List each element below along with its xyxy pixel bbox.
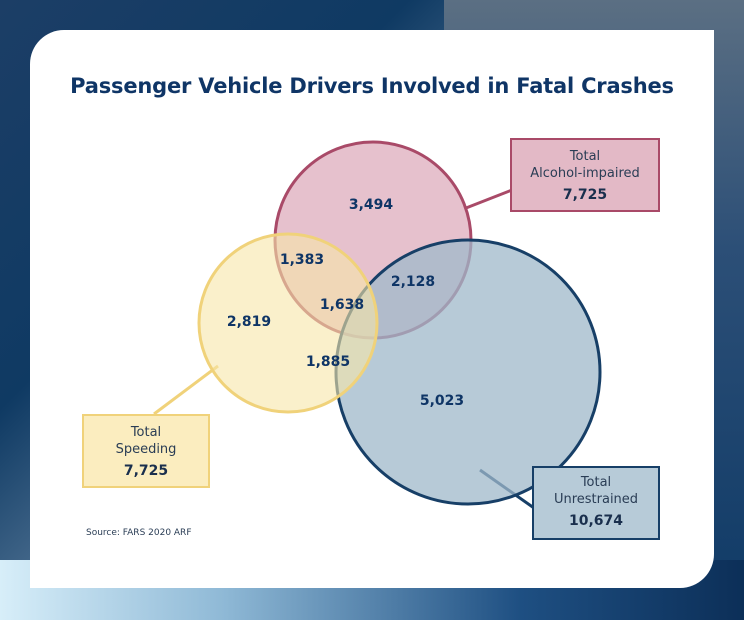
alcohol-total-box: Total Alcohol-impaired 7,725	[510, 138, 660, 212]
unrestrained-total-label-line2: Unrestrained	[553, 492, 639, 507]
source-note: Source: FARS 2020 ARF	[86, 528, 192, 538]
alcohol-total-label-line2: Alcohol-impaired	[530, 166, 640, 181]
speeding-connector-line	[153, 364, 219, 416]
alcohol-unrestrained-value: 2,128	[391, 274, 435, 290]
speeding-total-label-line2: Speeding	[115, 442, 177, 457]
speeding-total-label-line1: Total	[130, 425, 162, 440]
unrestrained-only-value: 5,023	[420, 393, 464, 409]
unrestrained-circle	[334, 238, 602, 506]
speeding-circle	[197, 232, 379, 414]
alcohol-total-label-line1: Total	[569, 149, 601, 164]
alcohol-connector-line	[465, 188, 513, 210]
speeding-total-value: 7,725	[123, 463, 169, 479]
unrestrained-total-value: 10,674	[568, 513, 624, 529]
alcohol-total-value: 7,725	[562, 187, 608, 203]
speeding-only-value: 2,819	[227, 314, 271, 330]
speeding-alcohol-value: 1,383	[280, 252, 324, 268]
alcohol-only-value: 3,494	[349, 197, 394, 213]
speeding-unrestrained-value: 1,885	[306, 354, 350, 370]
all-three-value: 1,638	[320, 297, 364, 313]
speeding-total-box: Total Speeding 7,725	[82, 414, 210, 488]
unrestrained-total-label-line1: Total	[580, 475, 612, 490]
infographic-card: Passenger Vehicle Drivers Involved in Fa…	[30, 30, 714, 588]
page-title: Passenger Vehicle Drivers Involved in Fa…	[70, 74, 674, 98]
unrestrained-total-box: Total Unrestrained 10,674	[532, 466, 660, 540]
venn-diagram: 3,494 1,383 2,128 1,638 2,819 1,885 5,02…	[153, 140, 602, 510]
